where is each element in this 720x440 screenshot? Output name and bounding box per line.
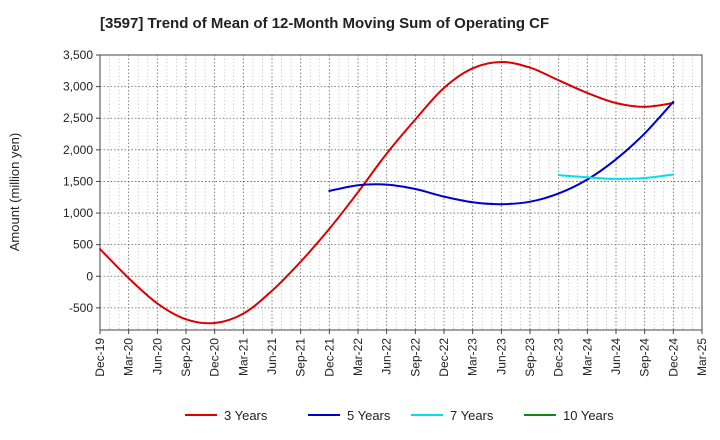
series-lines: [99, 60, 675, 325]
y-axis-label: Amount (million yen): [7, 133, 22, 252]
series-line-5-years: [328, 100, 675, 206]
y-tick-label: 3,000: [63, 80, 93, 94]
x-tick-label: Dec-23: [552, 338, 566, 377]
y-tick-label: 2,000: [63, 143, 93, 157]
legend: 3 Years 5 Years 7 Years 10 Years: [185, 408, 614, 423]
x-tick-label: Mar-22: [351, 338, 365, 376]
x-tick-label: Dec-20: [208, 338, 222, 377]
y-tick-label: 1,000: [63, 206, 93, 220]
x-tick-label: Sep-23: [523, 338, 537, 377]
y-tick-label: -500: [69, 301, 93, 315]
legend-label-10-years: 10 Years: [563, 408, 614, 423]
y-axis-ticks: 3,500 3,000 2,500 2,000 1,500 1,000 500 0 -500: [63, 48, 100, 315]
x-tick-label: Dec-21: [322, 338, 336, 377]
chart-title: [3597] Trend of Mean of 12-Month Moving …: [100, 15, 549, 32]
x-tick-label: Mar-20: [122, 338, 136, 376]
x-tick-label: Jun-20: [150, 338, 164, 375]
series-line-7-years: [557, 173, 675, 180]
series-line-3-years: [99, 60, 675, 325]
y-tick-label: 3,500: [63, 48, 93, 62]
y-tick-label: 0: [86, 269, 93, 283]
legend-label-3-years: 3 Years: [224, 408, 268, 423]
x-axis-ticks: Dec-19 Mar-20 Jun-20 Sep-20 Dec-20 Mar-21 Jun-…: [93, 330, 709, 377]
x-tick-label: Mar-25: [695, 338, 709, 376]
x-tick-label: Dec-22: [437, 338, 451, 377]
x-tick-label: Jun-24: [609, 338, 623, 375]
legend-label-7-years: 7 Years: [450, 408, 494, 423]
y-tick-label: 500: [73, 238, 93, 252]
x-tick-label: Mar-23: [466, 338, 480, 376]
x-tick-label: Sep-21: [294, 338, 308, 377]
y-tick-label: 1,500: [63, 174, 93, 188]
x-tick-label: Jun-21: [265, 338, 279, 375]
plot-area: [99, 54, 703, 331]
x-tick-label: Jun-22: [380, 338, 394, 375]
horizontal-gridlines: [100, 86, 702, 309]
x-tick-label: Dec-19: [93, 338, 107, 377]
y-tick-label: 2,500: [63, 111, 93, 125]
x-tick-label: Sep-24: [638, 338, 652, 377]
x-tick-label: Sep-20: [179, 338, 193, 377]
x-tick-label: Mar-24: [580, 338, 594, 376]
x-tick-label: Sep-22: [408, 338, 422, 377]
legend-label-5-years: 5 Years: [347, 408, 391, 423]
x-tick-label: Jun-23: [494, 338, 508, 375]
x-tick-label: Dec-24: [666, 338, 680, 377]
x-tick-label: Mar-21: [236, 338, 250, 376]
